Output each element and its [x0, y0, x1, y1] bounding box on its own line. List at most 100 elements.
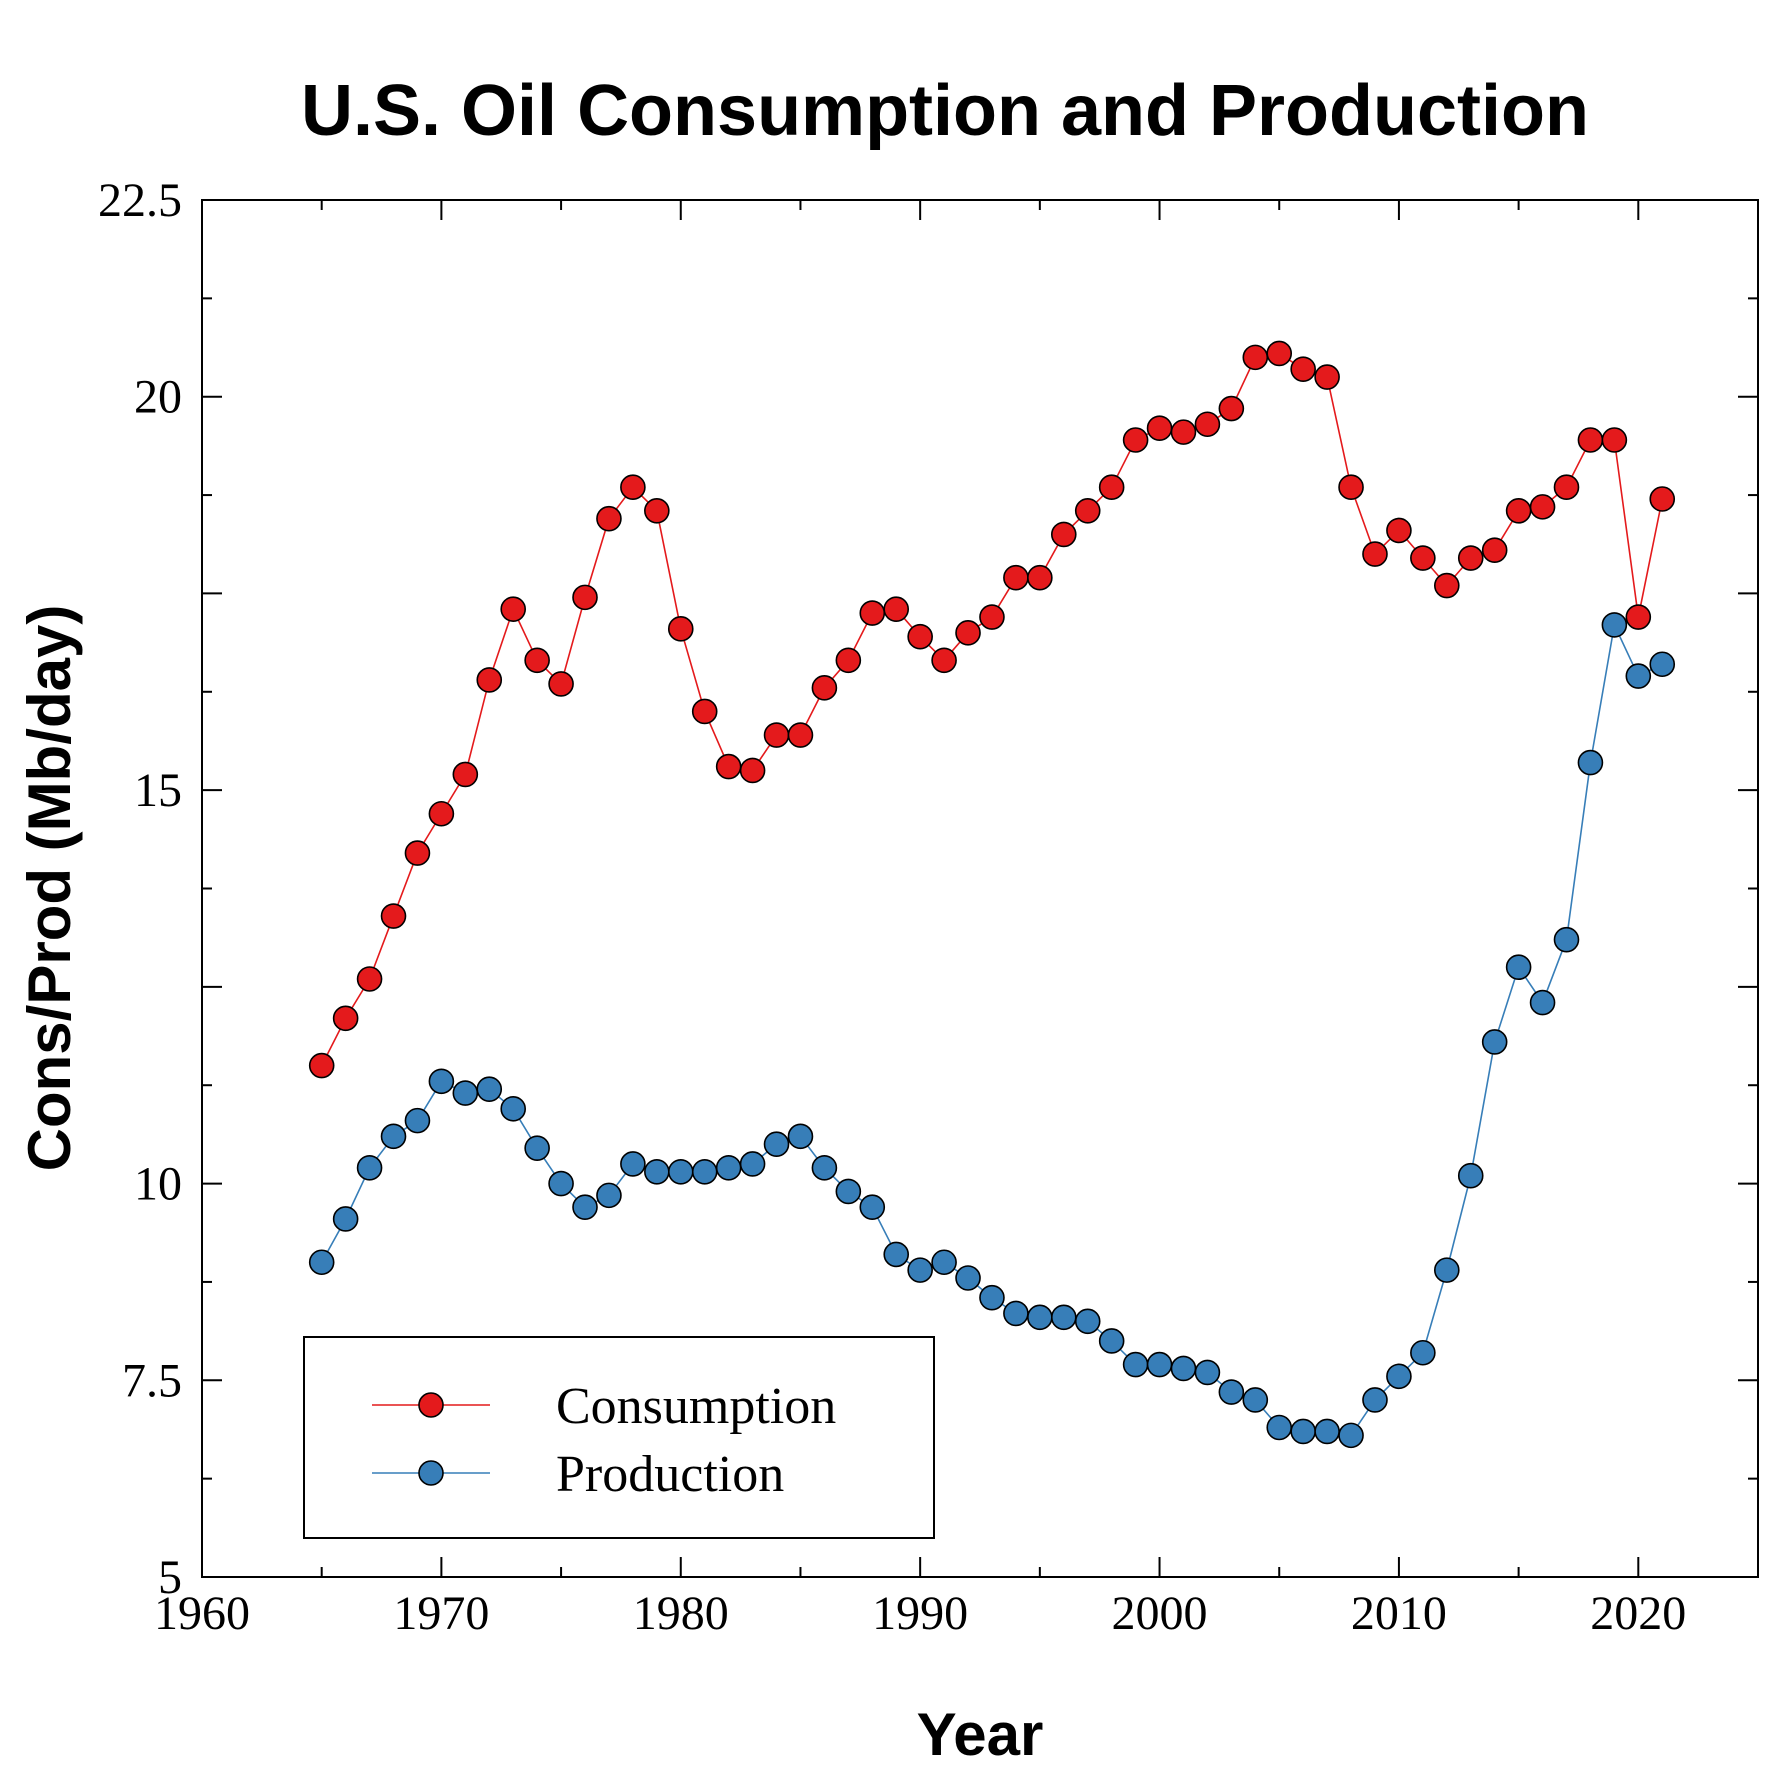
- series-consumption: [308, 340, 1676, 1079]
- series-production: [308, 612, 1676, 1449]
- data-point-production: [1266, 1414, 1293, 1441]
- legend-label-production: Production: [556, 1446, 784, 1503]
- data-point-production: [548, 1170, 574, 1197]
- data-point-production: [524, 1135, 550, 1161]
- data-point-production: [667, 1158, 694, 1185]
- series-layer: [308, 340, 1676, 1449]
- data-point-production: [835, 1178, 862, 1205]
- data-point-production: [1003, 1300, 1029, 1327]
- data-point-consumption: [1146, 415, 1173, 441]
- x-tick-label: 2010: [1351, 1587, 1447, 1640]
- data-point-production: [1649, 651, 1676, 678]
- data-point-consumption: [667, 616, 694, 642]
- data-point-production: [1050, 1304, 1077, 1331]
- data-point-production: [1290, 1418, 1316, 1445]
- data-point-consumption: [1098, 474, 1125, 501]
- data-point-production: [931, 1249, 957, 1276]
- data-point-consumption: [739, 757, 766, 784]
- data-point-consumption: [380, 903, 407, 929]
- data-point-production: [1098, 1328, 1125, 1354]
- data-point-consumption: [1242, 344, 1269, 371]
- data-point-consumption: [1194, 411, 1221, 438]
- data-point-consumption: [1529, 494, 1556, 520]
- data-point-consumption: [979, 604, 1005, 630]
- data-point-production: [763, 1131, 790, 1158]
- data-point-production: [1338, 1422, 1364, 1449]
- data-point-production: [1529, 989, 1556, 1016]
- data-point-production: [1074, 1308, 1101, 1335]
- y-axis-label: Cons/Prod (Mb/day): [16, 605, 83, 1172]
- data-point-consumption: [1410, 545, 1436, 571]
- x-tick-label: 1990: [872, 1587, 968, 1640]
- data-point-consumption: [1314, 364, 1340, 390]
- data-point-production: [332, 1206, 359, 1232]
- data-point-consumption: [596, 505, 622, 532]
- data-point-consumption: [500, 596, 527, 622]
- data-point-consumption: [763, 722, 790, 748]
- data-point-consumption: [1074, 498, 1101, 524]
- data-point-production: [500, 1096, 527, 1122]
- data-point-production: [1194, 1359, 1221, 1386]
- data-point-production: [1027, 1304, 1053, 1331]
- data-point-production: [1242, 1387, 1269, 1413]
- data-point-production: [380, 1123, 407, 1150]
- data-point-consumption: [404, 840, 431, 866]
- y-tick-label: 15: [134, 764, 182, 817]
- data-point-consumption: [1362, 541, 1388, 567]
- data-point-production: [1146, 1351, 1173, 1378]
- data-point-consumption: [1122, 427, 1149, 453]
- data-point-production: [1218, 1379, 1245, 1405]
- data-point-production: [811, 1155, 838, 1181]
- legend-box: [303, 1336, 935, 1539]
- data-point-production: [1625, 663, 1652, 689]
- data-point-consumption: [835, 647, 862, 674]
- data-point-production: [644, 1158, 670, 1185]
- legend-label-consumption: Consumption: [556, 1378, 836, 1435]
- data-point-production: [691, 1158, 718, 1185]
- data-point-production: [1505, 954, 1532, 980]
- legend: Consumption Production: [303, 1336, 935, 1539]
- data-point-consumption: [1457, 545, 1484, 571]
- x-tick-label: 1980: [633, 1587, 729, 1640]
- data-point-consumption: [691, 698, 718, 725]
- chart-title: U.S. Oil Consumption and Production: [301, 71, 1589, 151]
- data-point-consumption: [1577, 427, 1604, 453]
- data-point-production: [596, 1182, 622, 1209]
- y-tick-label: 20: [134, 371, 182, 424]
- data-point-production: [955, 1265, 981, 1291]
- data-point-consumption: [1625, 604, 1652, 630]
- series-line-production: [320, 622, 1663, 1437]
- data-point-production: [859, 1194, 886, 1220]
- data-point-production: [715, 1155, 742, 1181]
- data-point-consumption: [907, 623, 933, 650]
- data-point-production: [476, 1076, 503, 1102]
- data-point-consumption: [1290, 356, 1316, 382]
- data-point-production: [739, 1151, 766, 1177]
- y-tick-label: 10: [134, 1158, 182, 1211]
- data-point-consumption: [332, 1005, 359, 1032]
- data-point-consumption: [452, 761, 479, 788]
- data-point-consumption: [1505, 498, 1532, 524]
- data-point-production: [1122, 1351, 1149, 1378]
- data-point-consumption: [883, 596, 910, 622]
- data-point-consumption: [1649, 486, 1676, 512]
- data-point-consumption: [548, 671, 574, 697]
- y-tick-label: 5: [158, 1551, 182, 1604]
- data-point-consumption: [356, 966, 383, 992]
- data-point-production: [308, 1249, 335, 1276]
- data-point-consumption: [1027, 564, 1053, 591]
- data-point-production: [1314, 1418, 1340, 1445]
- data-point-consumption: [1338, 474, 1364, 501]
- data-point-consumption: [1003, 564, 1029, 591]
- data-point-production: [979, 1284, 1005, 1311]
- data-point-consumption: [1218, 395, 1245, 422]
- data-point-production: [1386, 1363, 1412, 1390]
- data-point-consumption: [787, 722, 814, 748]
- data-point-production: [1601, 612, 1628, 638]
- data-point-consumption: [811, 675, 838, 701]
- data-point-production: [1481, 1029, 1508, 1055]
- data-point-consumption: [931, 647, 957, 674]
- axis-ticks: [201, 199, 1759, 1578]
- data-point-consumption: [1601, 427, 1628, 453]
- x-tick-label: 2020: [1590, 1587, 1686, 1640]
